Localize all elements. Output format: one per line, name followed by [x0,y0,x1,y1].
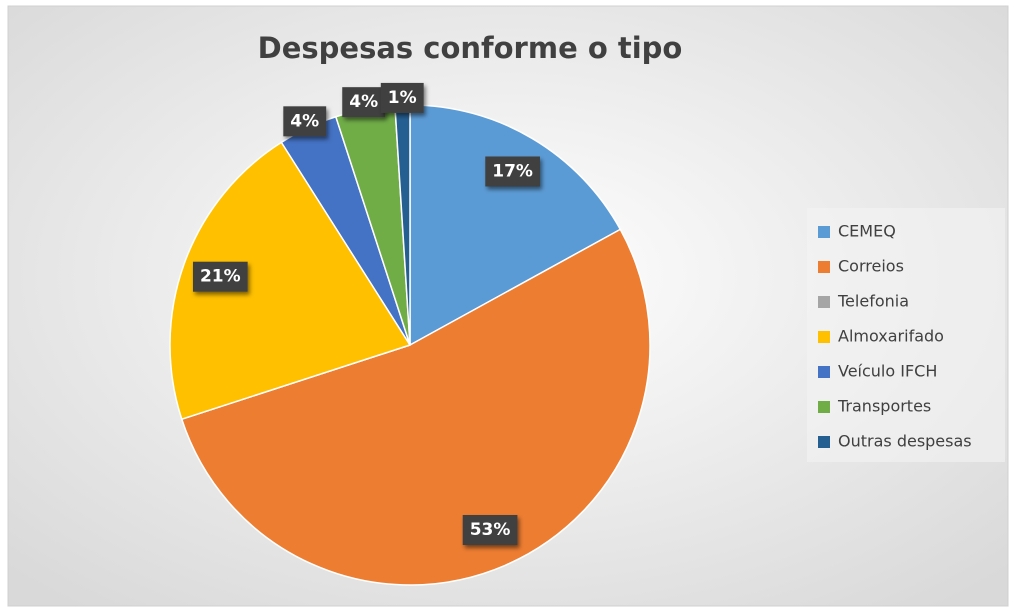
legend-swatch [818,226,830,238]
data-label-box [192,261,248,292]
data-label: 53% [462,515,518,546]
data-label-box [380,82,424,113]
legend-swatch [818,436,830,448]
legend-swatch [818,331,830,343]
pie-slice [409,104,622,347]
legend-label: CEMEQ [838,222,896,241]
legend-swatch [818,296,830,308]
data-label-text: 53% [470,520,511,540]
data-label-box [342,87,386,118]
legend-box [807,208,1005,462]
legend-label: Correios [838,257,904,276]
legend-swatch [818,261,830,273]
pie-slice [180,228,651,586]
data-label: 4% [342,87,386,118]
chart-title: Despesas conforme o tipo [258,31,683,65]
data-label-box [283,106,327,137]
data-label-text: 4% [290,111,319,131]
data-label: 17% [485,156,540,187]
data-label-box [485,156,540,187]
data-label-text: 17% [492,161,533,181]
data-label: 1% [380,82,424,113]
data-label-text: 21% [200,267,241,287]
legend-swatch [818,401,830,413]
data-label-text: 1% [388,88,417,108]
legend-label: Outras despesas [838,432,972,451]
legend-label: Almoxarifado [838,327,944,346]
data-label-box [462,515,518,546]
data-label: 4% [283,106,327,137]
legend-label: Telefonia [837,292,909,311]
legend-label: Veículo IFCH [838,362,937,381]
data-label: 21% [192,261,248,292]
legend-swatch [818,366,830,378]
data-label-text: 4% [349,92,378,112]
legend-label: Transportes [837,397,931,416]
pie-slice [169,141,412,421]
